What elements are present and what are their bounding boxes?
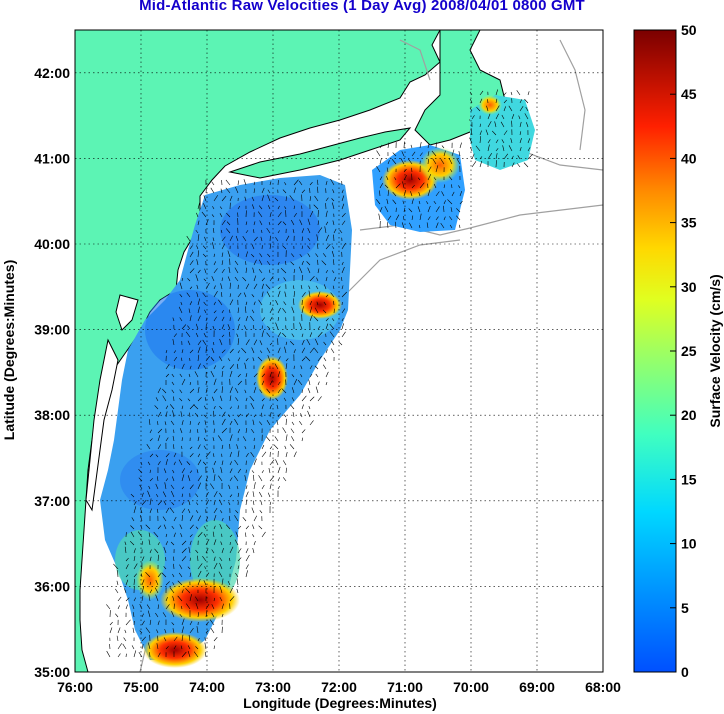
y-tick-label: 35:00 <box>34 664 70 680</box>
colorbar-tick-label: 40 <box>681 150 697 166</box>
colorbar-tick-label: 15 <box>681 471 697 487</box>
y-axis-label: Latitude (Degrees:Minutes) <box>1 260 17 440</box>
x-tick-label: 69:00 <box>519 679 555 695</box>
colorbar-tick-label: 0 <box>681 664 689 680</box>
colorbar-tick-label: 45 <box>681 86 697 102</box>
colorbar-tick-label: 35 <box>681 215 697 231</box>
velocity-field <box>100 95 535 668</box>
y-tick-label: 36:00 <box>34 578 70 594</box>
colorbar-tick-label: 25 <box>681 343 697 359</box>
x-tick-label: 72:00 <box>321 679 357 695</box>
x-tick-label: 71:00 <box>387 679 423 695</box>
x-axis-label: Longitude (Degrees:Minutes) <box>243 695 437 711</box>
y-tick-label: 39:00 <box>34 322 70 338</box>
y-tick-label: 42:00 <box>34 65 70 81</box>
colorbar-tick-label: 30 <box>681 279 697 295</box>
y-tick-label: 38:00 <box>34 407 70 423</box>
x-tick-label: 68:00 <box>585 679 621 695</box>
colorbar-tick-label: 20 <box>681 407 697 423</box>
chesapeake-bay <box>85 338 119 512</box>
y-tick-label: 41:00 <box>34 150 70 166</box>
x-tick-label: 70:00 <box>453 679 489 695</box>
y-tick-label: 37:00 <box>34 493 70 509</box>
colorbar <box>633 29 677 673</box>
colorbar-label: Surface Velocity (cm/s) <box>707 274 723 427</box>
colorbar-tick-label: 50 <box>681 22 697 38</box>
long-island <box>228 127 412 179</box>
colorbar-ticks: 0 5 10 15 20 25 30 35 40 45 50 <box>670 22 697 680</box>
plot-frame <box>74 29 604 673</box>
x-tick-label: 74:00 <box>189 679 225 695</box>
map-title: Mid-Atlantic Raw Velocities (1 Day Avg) … <box>139 0 585 14</box>
colorbar-tick-label: 10 <box>681 536 697 552</box>
x-tick-label: 75:00 <box>123 679 159 695</box>
y-axis: 35:00 36:00 37:00 38:00 39:00 40:00 41:00 42:00 <box>34 65 70 680</box>
y-tick-label: 40:00 <box>34 236 70 252</box>
velocity-arrows <box>106 89 533 658</box>
land-mass <box>75 30 441 672</box>
x-axis: 76:00 75:00 74:00 73:00 72:00 71:00 70:00 69:00… <box>57 679 621 695</box>
delaware-bay <box>115 294 139 331</box>
x-tick-label: 73:00 <box>255 679 291 695</box>
x-tick-label: 76:00 <box>57 679 93 695</box>
colorbar-tick-label: 5 <box>681 600 689 616</box>
